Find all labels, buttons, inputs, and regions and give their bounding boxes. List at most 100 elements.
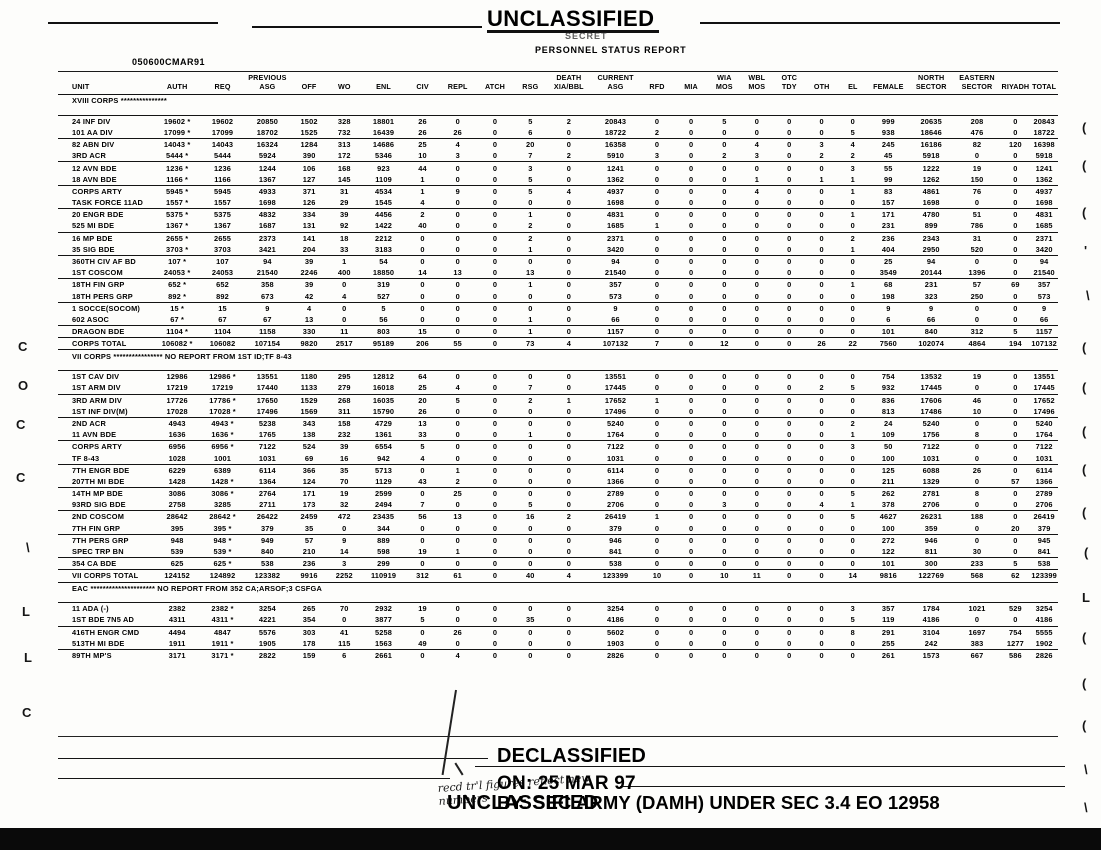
cell-off: 371: [291, 184, 328, 197]
table-row: 354 CA BDE 625 625 * 538 236 3 299 0 0 0 0 0 538 0 0 0 0…: [58, 557, 1058, 570]
cell-req: 5444: [214, 151, 232, 161]
cell-unit-name: 3RD ARM DIV: [58, 393, 154, 406]
cell-req: 4847: [201, 625, 244, 638]
cell-mia: 0: [674, 510, 709, 523]
cell-enl: 1361: [375, 430, 393, 440]
cell-cur-asg: 21540: [604, 268, 627, 278]
cell-unit-name: TF 8-43: [72, 453, 100, 463]
cell-oth: 0: [805, 440, 838, 453]
cell-cur-asg: 357: [591, 278, 640, 291]
cell-prev-asg: 123382: [243, 569, 292, 583]
cell-north: 1031: [922, 453, 940, 463]
cell-mia: 0: [688, 547, 694, 557]
cell-rsg: 0: [514, 487, 547, 500]
cell-otc: 0: [787, 453, 792, 463]
cell-riyadh: 0: [1000, 393, 1031, 406]
cell-enl: 1129: [375, 476, 392, 486]
cell-total: 6114: [1030, 463, 1058, 476]
cell-civ: 56: [405, 510, 440, 523]
cell-enl: 2661: [361, 648, 406, 662]
cell-el: 2: [850, 151, 855, 161]
cell-enl: 1563: [375, 638, 393, 648]
cell-cur-asg: 1764: [607, 430, 625, 440]
cell-el: 3: [837, 602, 868, 615]
table-row: 35 SIG BDE 3703 * 3703 3421 204 33 3183 0 0 0 1 0 34…: [58, 244, 1058, 256]
cell-repl: 0: [455, 638, 460, 648]
cell-enl: 5258: [361, 625, 406, 638]
scan-rule: [620, 786, 1065, 788]
cell-req: 2382 *: [201, 602, 244, 615]
cell-total: 17445: [1033, 383, 1055, 393]
cell-req: 67: [218, 314, 227, 324]
cell-north: 899: [924, 221, 938, 231]
cell-repl: 13: [453, 268, 462, 278]
cell-repl: 3: [455, 151, 460, 161]
cell-auth: 6956: [153, 440, 202, 453]
cell-enl: 319: [361, 278, 406, 291]
cell-wia: 0: [722, 523, 727, 533]
cell-female: 3549: [879, 268, 897, 278]
cell-rfd: 7: [639, 337, 675, 351]
cell-civ: 40: [418, 221, 427, 231]
cell-eastern: 0: [974, 615, 980, 625]
cell-north: 2781: [908, 487, 954, 500]
cell-rfd: 1: [639, 510, 675, 523]
cell-rsg: 35: [526, 615, 535, 625]
cell-wbl: 0: [740, 487, 774, 500]
cell-cur-asg: 13551: [591, 370, 640, 383]
cell-enl: 889: [361, 533, 406, 546]
cell-enl: 18801: [361, 114, 406, 127]
cell-wbl: 1: [754, 174, 759, 184]
cell-wia: 3: [722, 500, 727, 510]
cell-civ: 19: [405, 602, 440, 615]
cell-otc: 0: [773, 487, 806, 500]
cell-auth: 948: [153, 533, 202, 546]
margin-artifact: (: [1082, 676, 1087, 691]
cell-el: 0: [837, 325, 868, 338]
classification-banner-top: UNCLASSIFIED: [487, 6, 655, 31]
column-header-off: OFF: [291, 74, 328, 95]
cell-civ: 1: [420, 174, 425, 184]
cell-enl: 923: [361, 161, 406, 174]
cell-repl: 0: [455, 453, 460, 463]
cell-eastern: 76: [953, 184, 1001, 197]
cell-wbl: 0: [754, 291, 759, 301]
cell-female: 24: [867, 416, 909, 430]
cell-el: 2: [837, 416, 868, 430]
cell-rfd: 0: [639, 625, 675, 638]
cell-otc: 0: [787, 244, 792, 254]
cell-enl: 2599: [361, 487, 406, 500]
cell-total: 4186: [1035, 615, 1053, 625]
table-row: 1ST CAV DIV 12986 12986 * 13551 1180 295 12812…: [58, 370, 1058, 383]
cell-female: 171: [867, 208, 909, 221]
column-header-repl: REPL: [439, 74, 476, 95]
cell-off: 210: [302, 547, 316, 557]
column-header-cur-asg: CURRENT ASG: [591, 73, 640, 95]
cell-riyadh: 0: [1000, 254, 1031, 268]
cell-req: 106082: [201, 337, 244, 351]
cell-unit-name: CORPS ARTY: [58, 184, 154, 197]
cell-civ: 0: [405, 301, 440, 314]
spacer-cell: [58, 594, 1058, 603]
cell-prev-asg: 94: [243, 254, 292, 268]
cell-wia: 0: [722, 244, 727, 254]
cell-wbl: 0: [740, 301, 774, 314]
margin-artifact: ': [1084, 243, 1088, 258]
cell-wia: 0: [708, 393, 741, 406]
cell-mia: 0: [688, 291, 694, 301]
cell-otc: 0: [773, 114, 806, 127]
cell-total: 16398: [1030, 138, 1058, 151]
cell-wbl: 0: [740, 370, 774, 383]
cell-atch: 0: [475, 301, 515, 314]
margin-artifact: \: [1086, 288, 1090, 303]
cell-rfd: 0: [639, 370, 675, 383]
cell-auth: 1236 *: [153, 161, 202, 174]
cell-unit-name: 513TH MI BDE: [72, 638, 125, 648]
cell-wia: 0: [722, 430, 727, 440]
cell-cur-asg: 18722: [604, 127, 627, 137]
cell-wbl: 0: [754, 476, 759, 486]
margin-artifact: C: [16, 417, 26, 432]
cell-unit-name: 93RD SIG BDE: [72, 500, 126, 510]
cell-unit-name: 1ST CAV DIV: [58, 370, 154, 383]
cell-off: 124: [302, 476, 316, 486]
